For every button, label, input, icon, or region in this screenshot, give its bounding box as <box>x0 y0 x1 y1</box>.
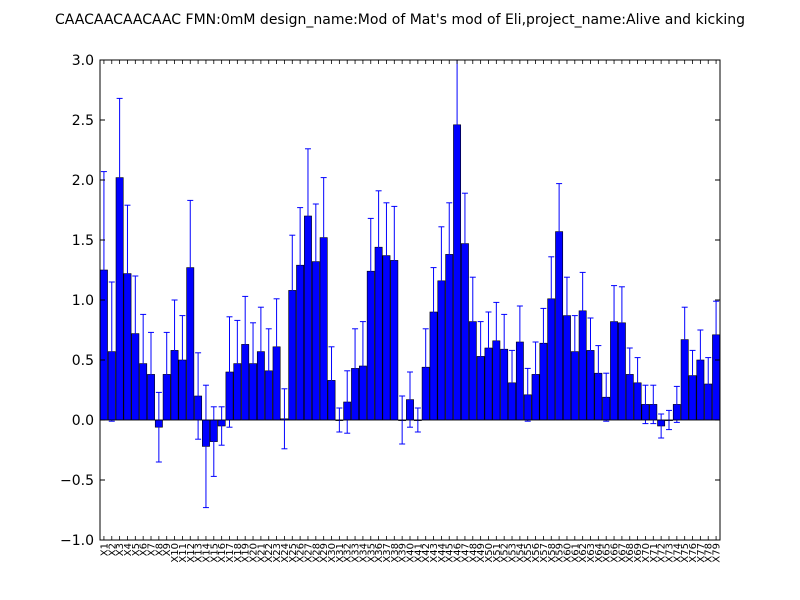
x-tick-label: X61 <box>570 543 581 563</box>
x-tick-label: X35 <box>366 543 377 563</box>
x-tick-label: X9 <box>162 543 173 556</box>
x-tick-label: X74 <box>672 543 683 563</box>
x-tick-label: X46 <box>453 543 464 563</box>
x-tick-label: X11 <box>178 543 189 563</box>
error-bars-group <box>100 59 720 509</box>
y-tick-label: 2.5 <box>72 113 94 129</box>
x-tick-label: X31 <box>335 543 346 563</box>
x-tick-label: X69 <box>633 543 644 563</box>
x-tick-label: X71 <box>649 543 660 563</box>
x-tick-label: X24 <box>280 543 291 563</box>
x-tick-label: X57 <box>539 543 550 563</box>
x-tick-label: X39 <box>398 543 409 563</box>
x-tick-label: X7 <box>147 543 158 556</box>
y-tick-label: −1.0 <box>60 533 94 549</box>
x-tick-label: X28 <box>311 543 322 563</box>
y-tick-label: 3.0 <box>72 53 94 69</box>
x-tick-label: X68 <box>625 543 636 563</box>
x-tick-label: X34 <box>358 543 369 563</box>
x-tick-label: X60 <box>562 543 573 563</box>
x-tick-label: X50 <box>484 543 495 563</box>
x-tick-label: X64 <box>594 543 605 563</box>
x-tick-label: X15 <box>209 543 220 563</box>
x-tick-label: X66 <box>610 543 621 563</box>
x-tick-label: X59 <box>555 543 566 563</box>
x-tick-label: X10 <box>170 543 181 563</box>
x-tick-label: X22 <box>264 543 275 563</box>
x-tick-label: X6 <box>139 543 150 556</box>
x-tick-label: X13 <box>194 543 205 563</box>
chart-title: CAACAACAACAAC FMN:0mM design_name:Mod of… <box>55 12 745 28</box>
x-tick-label: X23 <box>272 543 283 563</box>
x-tick-label: X16 <box>217 543 228 563</box>
x-tick-label: X17 <box>225 543 236 563</box>
x-tick-label: X44 <box>437 543 448 563</box>
x-tick-label: X75 <box>680 543 691 563</box>
x-tick-label: X76 <box>688 543 699 563</box>
x-tick-label: X41 <box>413 543 424 563</box>
x-tick-label: X18 <box>233 543 244 563</box>
x-tick-label: X48 <box>468 543 479 563</box>
x-tick-label: X42 <box>421 543 432 563</box>
x-tick-label: X29 <box>319 543 330 563</box>
x-tick-label: X19 <box>241 543 252 563</box>
y-ticks-group: −1.0 −0.5 0.0 0.5 1.0 1.5 2.0 2.5 3.0 <box>60 53 720 549</box>
x-tick-label: X33 <box>351 543 362 563</box>
x-tick-label: X36 <box>374 543 385 563</box>
x-tick-label: X38 <box>390 543 401 563</box>
x-tick-label: X40 <box>406 543 417 563</box>
x-tick-label: X21 <box>256 543 267 563</box>
x-tick-label: X30 <box>327 543 338 563</box>
x-tick-label: X78 <box>704 543 715 563</box>
x-tick-label: X43 <box>429 543 440 563</box>
x-tick-label: X70 <box>641 543 652 563</box>
x-tick-label: X73 <box>664 543 675 563</box>
x-tick-label: X27 <box>303 543 314 563</box>
x-tick-label: X65 <box>602 543 613 563</box>
x-tick-label: X2 <box>107 543 118 556</box>
x-tick-label: X14 <box>201 543 212 563</box>
x-tick-label: X45 <box>445 543 456 563</box>
x-tick-label: X4 <box>123 543 134 556</box>
x-tick-label: X37 <box>382 543 393 563</box>
x-tick-label: X5 <box>131 543 142 556</box>
x-tick-label: X1 <box>99 543 110 556</box>
y-tick-label: 0.5 <box>72 353 94 369</box>
x-tick-label: X3 <box>115 543 126 556</box>
x-tick-label: X53 <box>508 543 519 563</box>
x-tick-label: X12 <box>186 543 197 563</box>
x-tick-label: X67 <box>617 543 628 563</box>
y-tick-label: 1.5 <box>72 233 94 249</box>
x-tick-label: X58 <box>547 543 558 563</box>
x-tick-label: X63 <box>586 543 597 563</box>
y-tick-label: 0.0 <box>72 413 94 429</box>
x-tick-label: X52 <box>500 543 511 563</box>
x-tick-label: X32 <box>343 543 354 563</box>
x-tick-label: X47 <box>460 543 471 563</box>
y-tick-label: −0.5 <box>60 473 94 489</box>
x-tick-label: X26 <box>296 543 307 563</box>
x-tick-label: X79 <box>712 543 723 563</box>
y-tick-label: 2.0 <box>72 173 94 189</box>
x-tick-label: X56 <box>531 543 542 563</box>
x-tick-label: X54 <box>515 543 526 563</box>
y-tick-label: 1.0 <box>72 293 94 309</box>
x-tick-label: X49 <box>476 543 487 563</box>
x-ticks-group: X1X2X3X4X5X6X7X8X9X10X11X12X13X14X15X16X… <box>99 60 723 563</box>
x-tick-label: X72 <box>657 543 668 563</box>
x-tick-label: X25 <box>288 543 299 563</box>
x-tick-label: X51 <box>492 543 503 563</box>
x-tick-label: X55 <box>523 543 534 563</box>
x-tick-label: X8 <box>154 543 165 556</box>
x-tick-label: X62 <box>578 543 589 563</box>
x-tick-label: X77 <box>696 543 707 563</box>
x-tick-label: X20 <box>249 543 260 563</box>
